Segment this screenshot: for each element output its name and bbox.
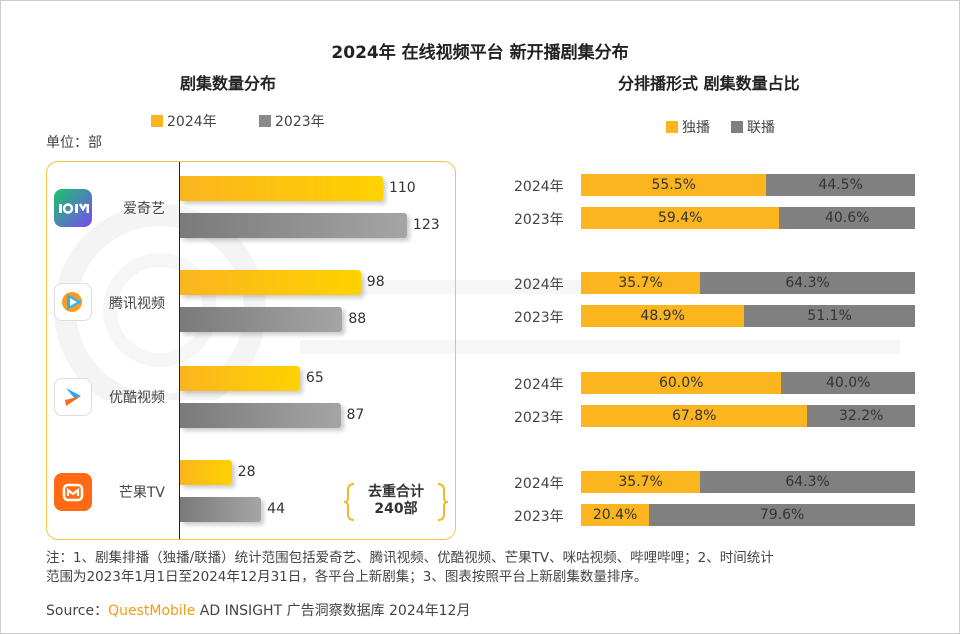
- data-label: 98: [366, 274, 385, 290]
- legend-label: 联播: [747, 120, 775, 136]
- right-subtitle: 分排播形式 剧集数量占比: [618, 74, 800, 93]
- unit-label: 单位：部: [46, 135, 102, 151]
- segment-joint: 79.6%: [649, 504, 915, 526]
- page-title: 2024年 在线视频平台 新开播剧集分布: [331, 43, 629, 63]
- platform-label: 芒果TV: [118, 485, 165, 501]
- bar-2024年: [180, 176, 383, 201]
- segment-joint: 40.0%: [781, 372, 915, 394]
- dedup-total: 去重合计 240部: [358, 484, 434, 518]
- segment-joint: 51.1%: [744, 305, 915, 327]
- source-brand: QuestMobile: [108, 603, 196, 619]
- legend-swatch: [731, 121, 743, 133]
- legend-2023: 2023年: [259, 111, 325, 131]
- source-label: Source：: [46, 603, 109, 619]
- bar-2024年: [180, 270, 361, 295]
- segment-joint: 64.3%: [700, 272, 915, 294]
- legend-swatch: [151, 115, 163, 127]
- data-label: 87: [346, 407, 365, 423]
- segment-exclusive: 60.0%: [581, 372, 782, 394]
- row-label: 2024年: [514, 476, 564, 492]
- row-label: 2024年: [514, 377, 564, 393]
- legend-joint: 联播: [731, 117, 775, 137]
- iqiyi-logo-icon: [54, 189, 92, 227]
- segment-exclusive: 48.9%: [581, 305, 745, 327]
- segment-exclusive: 55.5%: [581, 174, 767, 196]
- segment-exclusive: 67.8%: [581, 405, 808, 427]
- segment-exclusive: 35.7%: [581, 272, 701, 294]
- bar-2023年: [180, 403, 341, 428]
- note-line-2: 范围为2023年1月1日至2024年12月31日，各平台上新剧集；3、图表按照平…: [46, 569, 648, 585]
- source-text: AD INSIGHT 广告洞察数据库 2024年12月: [195, 603, 471, 619]
- bar-2023年: [180, 497, 262, 522]
- segment-exclusive: 20.4%: [581, 504, 650, 526]
- segment-exclusive: 35.7%: [581, 471, 701, 493]
- legend-label: 2023年: [275, 114, 325, 130]
- brace-left-icon: [343, 483, 355, 521]
- segment-joint: 44.5%: [766, 174, 915, 196]
- legend-swatch: [259, 115, 271, 127]
- segment-joint: 32.2%: [807, 405, 915, 427]
- row-label: 2024年: [514, 179, 564, 195]
- legend-label: 独播: [682, 120, 710, 136]
- tencent-video-logo-icon: [54, 283, 92, 321]
- row-label: 2023年: [514, 509, 564, 525]
- youku-logo-icon: [54, 378, 92, 416]
- bar-2023年: [180, 213, 407, 238]
- data-label: 44: [267, 501, 285, 517]
- row-label: 2023年: [514, 410, 564, 426]
- bar-2024年: [180, 366, 300, 391]
- total-value: 240部: [374, 501, 418, 517]
- y-axis-line: [179, 162, 180, 539]
- legend-2024: 2024年: [151, 111, 217, 131]
- left-subtitle: 剧集数量分布: [180, 74, 277, 93]
- data-label: 110: [388, 180, 416, 196]
- mango-tv-logo-icon: [54, 473, 92, 511]
- row-label: 2023年: [514, 310, 564, 326]
- total-label: 去重合计: [368, 484, 424, 500]
- legend-label: 2024年: [167, 114, 217, 130]
- data-label: 65: [305, 370, 324, 386]
- brace-right-icon: [437, 483, 449, 521]
- data-label: 88: [348, 311, 367, 327]
- platform-label: 优酷视频: [109, 390, 165, 406]
- note-line-1: 注：1、剧集排播（独播/联播）统计范围包括爱奇艺、腾讯视频、优酷视频、芒果TV、…: [46, 550, 774, 566]
- platform-label: 腾讯视频: [109, 296, 165, 312]
- data-label: 28: [237, 464, 256, 480]
- segment-joint: 40.6%: [779, 207, 915, 229]
- source: Source：QuestMobile AD INSIGHT 广告洞察数据库 20…: [46, 600, 470, 620]
- row-label: 2024年: [514, 277, 564, 293]
- bar-2023年: [180, 307, 343, 332]
- segment-exclusive: 59.4%: [581, 207, 780, 229]
- legend-swatch: [666, 121, 678, 133]
- left-chart-panel: [46, 161, 456, 540]
- platform-label: 爱奇艺: [123, 201, 165, 217]
- legend-exclusive: 独播: [666, 117, 710, 137]
- data-label: 123: [412, 217, 440, 233]
- segment-joint: 64.3%: [700, 471, 915, 493]
- bar-2024年: [180, 460, 232, 485]
- row-label: 2023年: [514, 212, 564, 228]
